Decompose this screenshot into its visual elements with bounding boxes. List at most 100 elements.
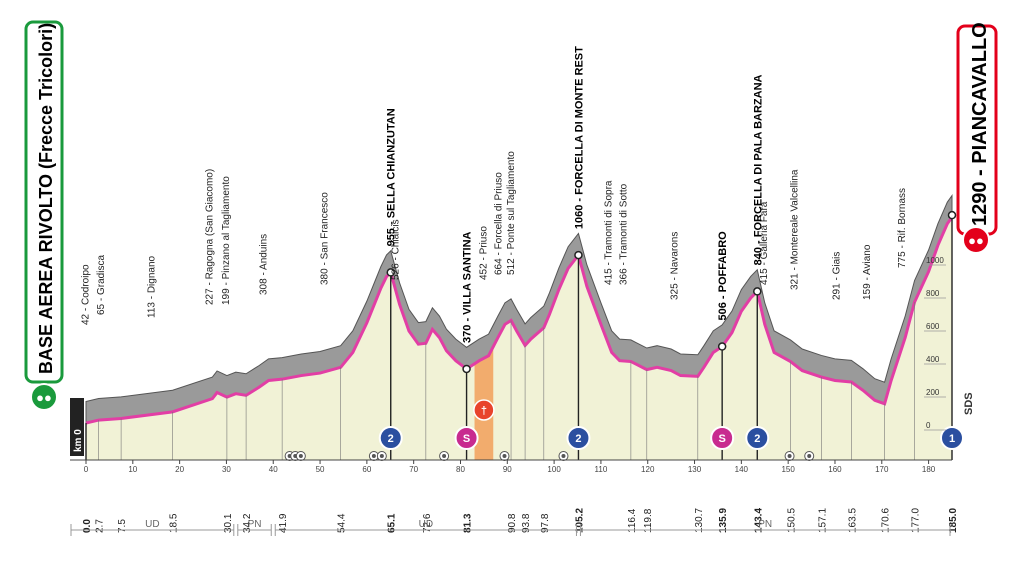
km-tick-label: 180 <box>922 465 936 474</box>
place-label: 199 - Pinzano al Tagliamento <box>221 176 232 305</box>
climb-label: 840 - FORCELLA DI PALA BARZANA <box>752 74 764 265</box>
place-label: 308 - Anduins <box>259 234 270 295</box>
place-label: 415 - Galleria Fara <box>759 201 770 285</box>
tunnel-icon-inner <box>561 454 566 458</box>
tunnel-icon-inner <box>442 454 447 458</box>
km-marker-label: 150.5 <box>787 508 798 533</box>
km-zero-label: km 0 <box>73 429 84 452</box>
km-marker-label: 2.7 <box>95 519 106 533</box>
km-marker-label: 185.0 <box>948 508 959 533</box>
region-label: UD <box>145 519 159 530</box>
climb-label: 506 - POFFABRO <box>717 231 729 321</box>
place-label: 664 - Forcella di Priuso <box>494 172 505 275</box>
km-tick-label: 170 <box>875 465 889 474</box>
km-marker-label: 90.8 <box>507 513 518 533</box>
km-tick-label: 110 <box>595 465 608 474</box>
place-label: 325 - Navarons <box>670 232 681 300</box>
km-marker-label: 18.5 <box>169 513 180 533</box>
km-marker-label: 54.4 <box>337 513 348 533</box>
place-label: 775 - Rif. Bornass <box>897 188 908 268</box>
tunnel-icon-inner <box>371 454 376 458</box>
km-tick-label: 160 <box>828 465 842 474</box>
km-tick-label: 20 <box>175 465 184 474</box>
km-marker-label: 97.8 <box>540 513 551 533</box>
profile-fill-area <box>86 217 952 460</box>
region-label: PN <box>758 519 772 530</box>
start-bike-glyph: ●● <box>36 390 52 405</box>
summit-point <box>717 342 727 351</box>
badge-label: 2 <box>388 433 394 445</box>
km-marker-label: 119.8 <box>643 508 654 533</box>
badge-label: S <box>718 433 725 445</box>
km-marker-label: 81.3 <box>463 513 474 533</box>
elevation-scale-label: 600 <box>926 322 940 331</box>
km-tick-label: 90 <box>503 465 512 474</box>
summit-point <box>386 268 395 277</box>
summit-point <box>574 250 583 260</box>
place-label: 452 - Priuso <box>479 226 490 280</box>
tunnel-icon-inner <box>787 454 792 458</box>
finish-bike-glyph: ●● <box>968 233 984 248</box>
km-tick-label: 50 <box>316 465 325 474</box>
region-label: UD <box>419 519 433 530</box>
sprint-badge <box>454 426 479 450</box>
place-label: 113 - Dignano <box>146 255 157 318</box>
place-label: 415 - Tramonti di Sopra <box>604 180 615 285</box>
sds-label: SDS <box>963 392 975 415</box>
tunnel-icon-inner <box>807 454 812 458</box>
place-label: 42 - Codroipo <box>80 264 91 325</box>
km-tick-label: 60 <box>362 465 371 474</box>
km-marker-label: 135.9 <box>718 508 729 533</box>
km-tick-label: 150 <box>781 465 795 474</box>
sprint-badge <box>710 426 735 450</box>
tunnel-icon-inner <box>298 454 303 458</box>
km-tick-label: 130 <box>688 465 702 474</box>
km-tick-label: 0 <box>84 465 89 474</box>
km-tick-label: 80 <box>456 465 465 474</box>
place-label: 227 - Ragogna (San Giacomo) <box>204 169 215 305</box>
kom-badge <box>940 426 964 450</box>
place-label: 512 - Ponte sul Tagliamento <box>506 151 517 275</box>
start-bike-icon <box>30 383 58 411</box>
km-tick-label: 40 <box>269 465 278 474</box>
place-label: 291 - Giais <box>832 252 843 300</box>
finish-banner: 1290 - PIANCAVALLO ●● <box>956 22 998 254</box>
profile-line <box>85 216 954 425</box>
km-marker-label: 143.4 <box>753 508 764 533</box>
place-label: 159 - Aviano <box>862 244 873 300</box>
elevation-scale-label: 200 <box>926 388 940 397</box>
place-label: 366 - Tramonti di Sotto <box>619 183 630 285</box>
elevation-scale-label: 800 <box>926 289 940 298</box>
km-marker-label: 72.6 <box>422 513 433 533</box>
place-label: 380 - San Francesco <box>320 192 331 285</box>
km-tick-label: 120 <box>641 465 655 474</box>
summit-point <box>753 287 762 296</box>
km-marker-label: 177.0 <box>911 508 922 533</box>
kom-badge <box>745 426 770 450</box>
km-zero-rect <box>70 398 84 456</box>
km-marker-label: 116.4 <box>627 508 638 533</box>
tunnel-icon-inner <box>502 454 507 458</box>
start-banner-text: BASE AEREA RIVOLTO (Frecce Tricolori) <box>36 23 56 374</box>
km-marker-label: 157.1 <box>817 508 828 533</box>
km-tick-label: 70 <box>409 465 418 474</box>
kom-badge <box>566 426 591 450</box>
region-label: PN <box>248 519 262 530</box>
feed-zone-glyph: † <box>481 405 487 417</box>
climb-label: 955 - SELLA CHIANZUTAN <box>386 108 398 246</box>
climb-label: 1060 - FORCELLA DI MONTE REST <box>573 46 585 229</box>
badge-label: S <box>463 433 470 445</box>
start-banner: BASE AEREA RIVOLTO (Frecce Tricolori) ●● <box>24 20 64 411</box>
km-marker-label: 41.9 <box>278 513 289 533</box>
km-tick-label: 30 <box>222 465 231 474</box>
start-banner-box <box>24 20 64 384</box>
finish-bike-icon <box>962 226 990 254</box>
km-marker-label: 0.0 <box>82 519 93 533</box>
place-label: 65 - Gradisca <box>96 255 107 315</box>
badge-label: 2 <box>754 433 760 445</box>
km-tick-label: 140 <box>735 465 749 474</box>
finish-banner-text: 1290 - PIANCAVALLO <box>969 22 991 226</box>
km-marker-label: 30.1 <box>223 513 234 533</box>
